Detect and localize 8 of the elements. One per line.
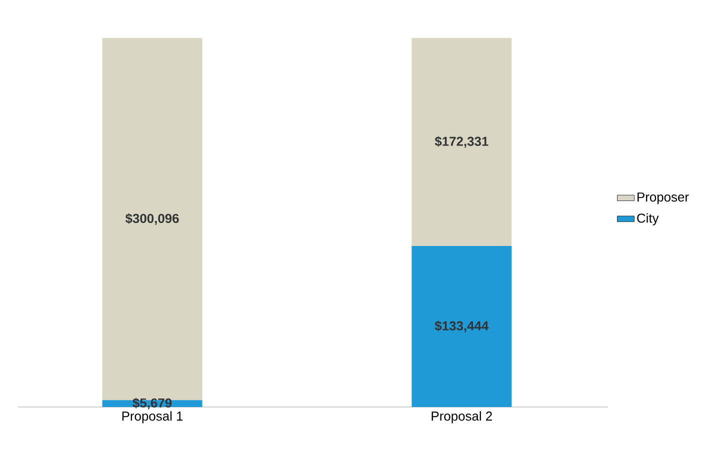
data-label: $5,679 [132, 398, 172, 410]
x-tick-label: Proposal 1 [122, 411, 183, 424]
legend-label: City [637, 213, 659, 226]
data-label: $133,444 [434, 320, 489, 332]
data-label: $172,331 [434, 136, 488, 148]
data-label: $300,096 [125, 213, 179, 225]
x-tick-label: Proposal 2 [432, 411, 492, 424]
legend-label: Proposer [638, 192, 689, 204]
